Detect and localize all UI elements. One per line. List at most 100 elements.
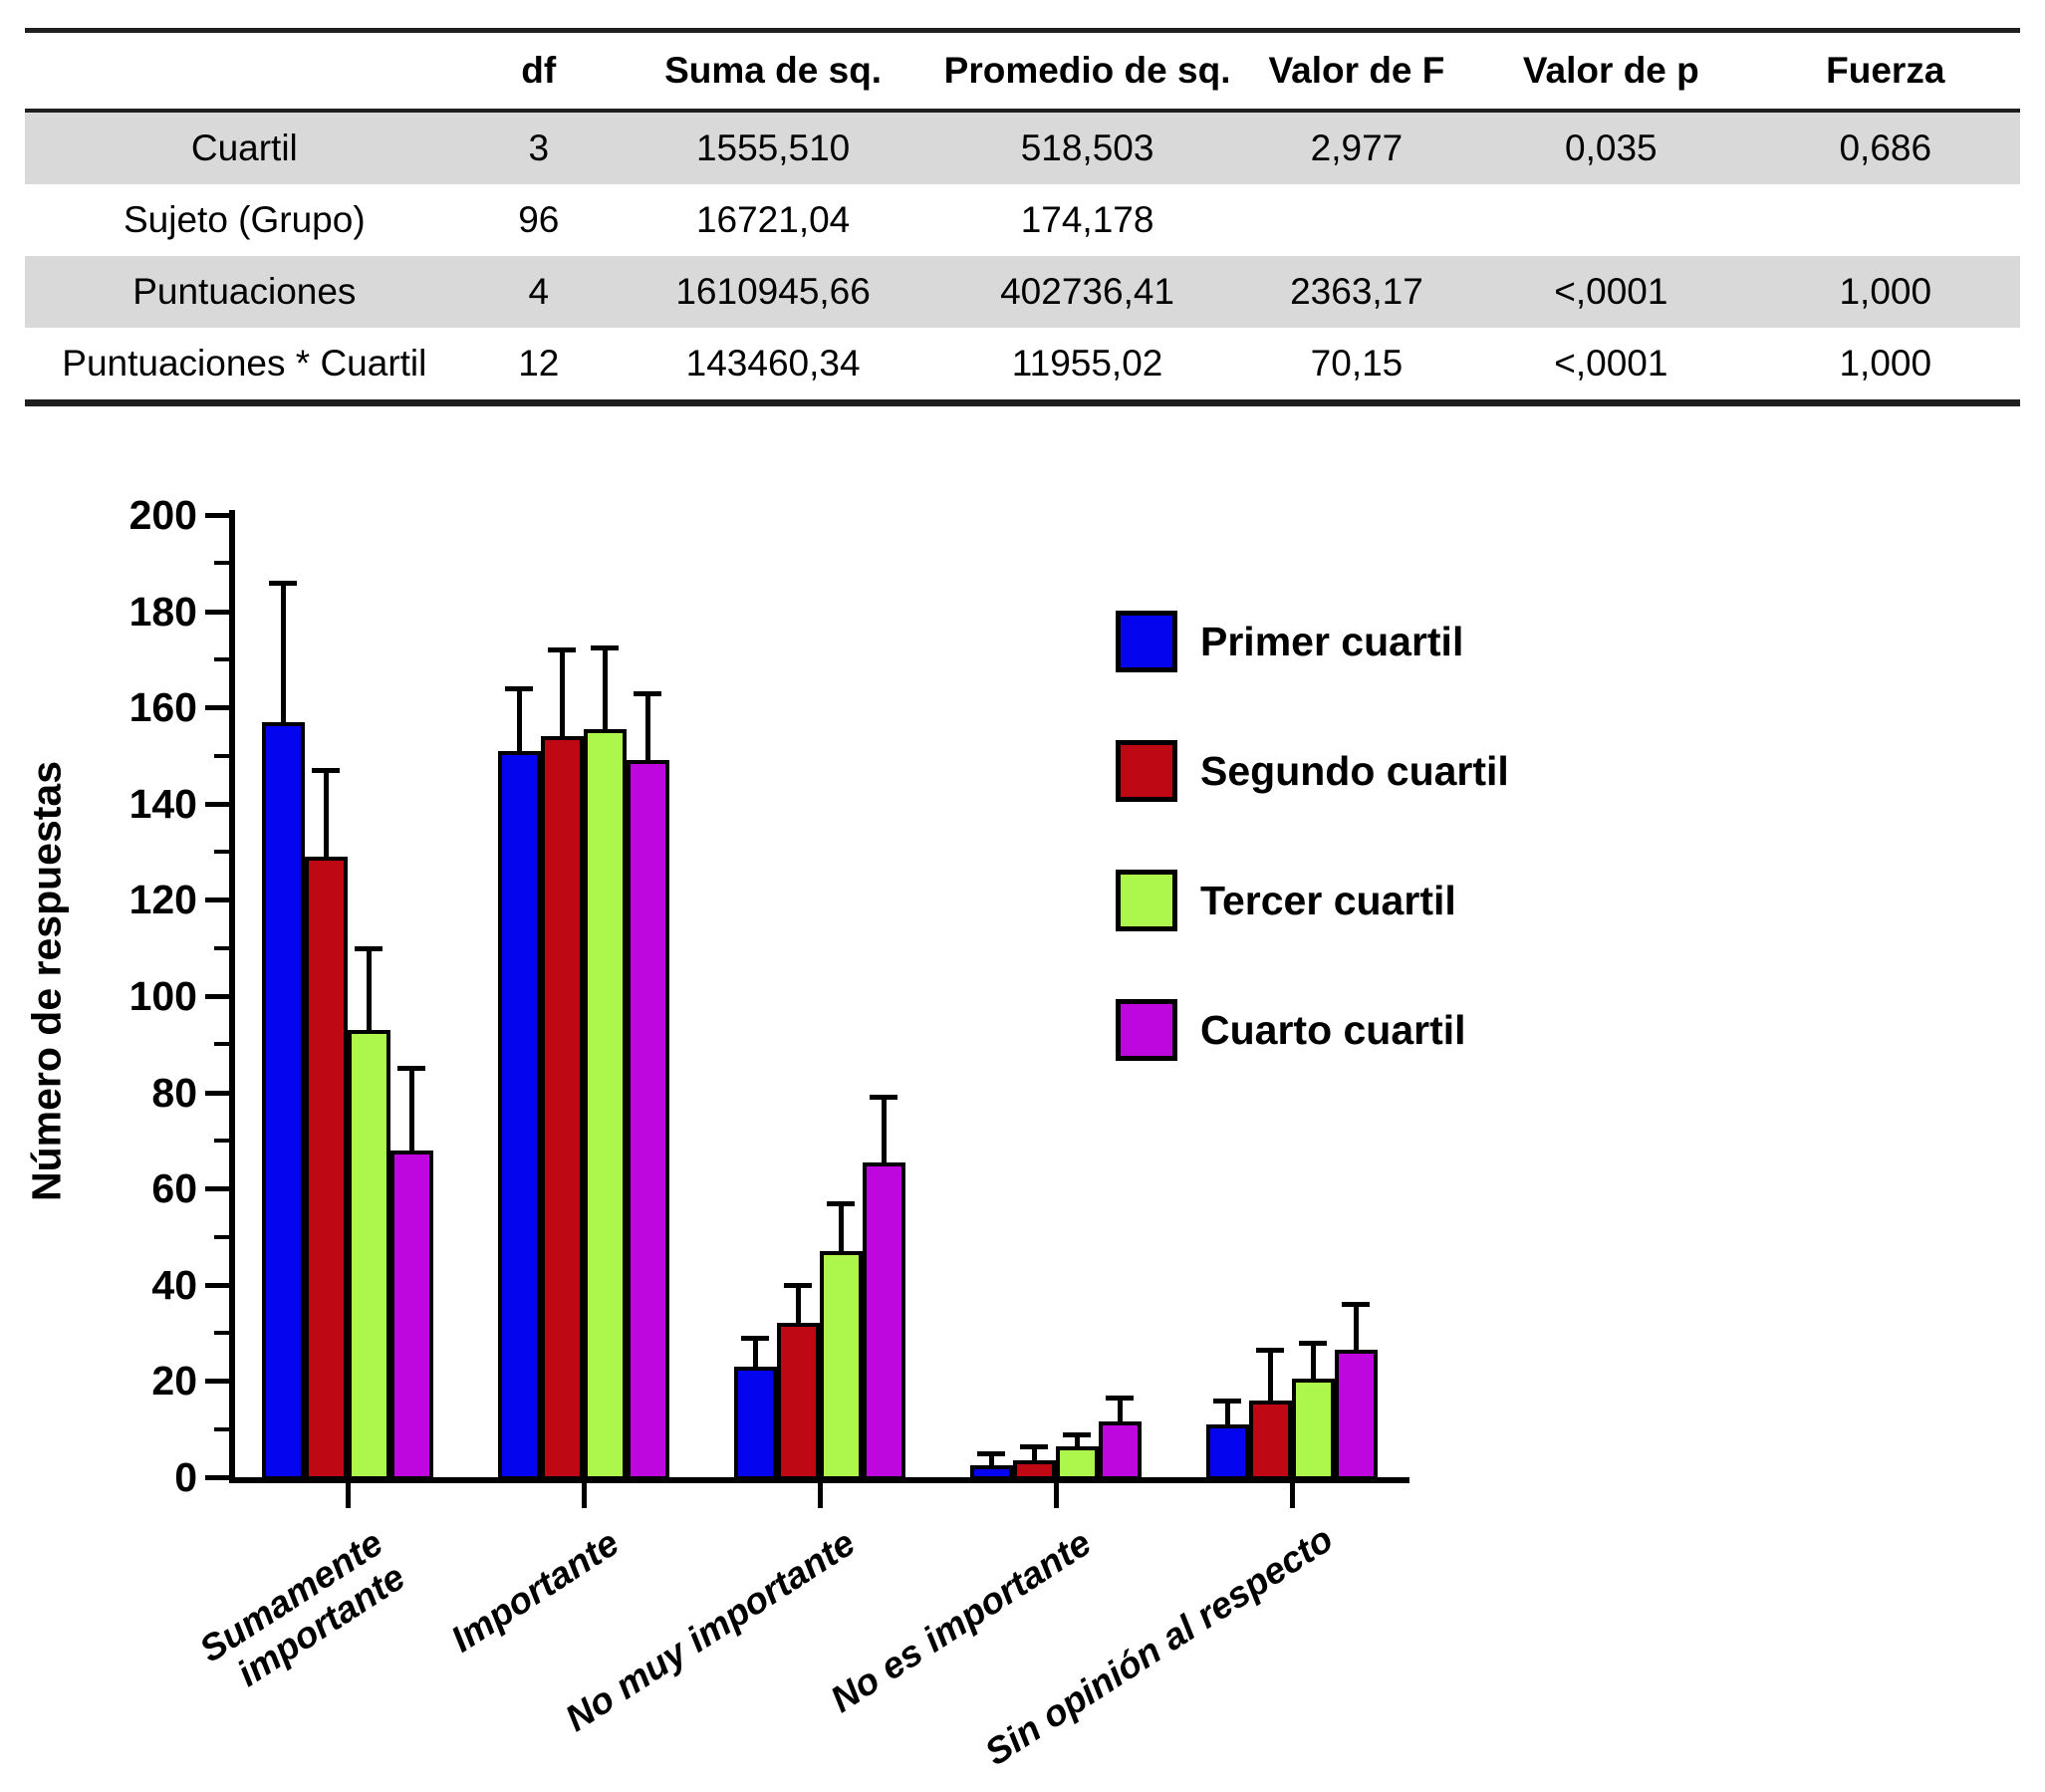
y-minor-tick bbox=[214, 1426, 230, 1431]
column-header: Suma de sq. bbox=[613, 28, 933, 113]
bar-segundo-cuartil bbox=[1012, 1460, 1056, 1480]
error-bar-cap bbox=[548, 647, 576, 653]
y-major-tick bbox=[205, 897, 230, 903]
error-bar-line bbox=[881, 1097, 887, 1162]
column-header: Valor de p bbox=[1471, 28, 1751, 113]
bar-cuarto-cuartil bbox=[862, 1161, 905, 1480]
table-row: Sujeto (Grupo) 96 16721,04 174,178 bbox=[25, 184, 2020, 256]
legend-swatch bbox=[1116, 740, 1177, 802]
cell-value: 0,035 bbox=[1471, 111, 1751, 184]
legend-label: Primer cuartil bbox=[1200, 619, 1464, 664]
error-bar-line bbox=[838, 1202, 844, 1251]
cell-value: 2,977 bbox=[1241, 111, 1472, 184]
error-bar-cap bbox=[1299, 1340, 1327, 1346]
error-bar-cap bbox=[634, 690, 661, 696]
y-minor-tick bbox=[214, 753, 230, 758]
error-bar-line bbox=[988, 1452, 994, 1465]
y-major-tick bbox=[205, 994, 230, 999]
cell-value: 1610945,66 bbox=[613, 256, 933, 328]
error-bar-line bbox=[1031, 1445, 1037, 1461]
bar-segundo-cuartil bbox=[304, 856, 348, 1480]
error-bar-cap bbox=[1256, 1348, 1284, 1353]
cell-value: 96 bbox=[518, 199, 560, 240]
legend-label: Tercer cuartil bbox=[1200, 878, 1456, 923]
legend-label: Segundo cuartil bbox=[1200, 748, 1509, 794]
y-tick-label: 20 bbox=[151, 1358, 197, 1405]
error-bar-line bbox=[323, 769, 329, 857]
error-bar-line bbox=[1224, 1400, 1230, 1424]
error-bar-cap bbox=[505, 685, 533, 691]
y-tick-label: 60 bbox=[151, 1165, 197, 1212]
y-minor-tick bbox=[214, 945, 230, 950]
x-category-label: Sumamente importante bbox=[191, 1522, 412, 1695]
y-tick-label: 80 bbox=[151, 1069, 197, 1116]
y-minor-tick bbox=[214, 1138, 230, 1143]
bar-cuarto-cuartil bbox=[1334, 1350, 1378, 1480]
error-bar-line bbox=[795, 1284, 801, 1324]
cell-value: 3 bbox=[463, 111, 614, 184]
error-bar-cap bbox=[977, 1450, 1005, 1456]
error-bar-line bbox=[516, 687, 522, 751]
y-major-tick bbox=[205, 1475, 230, 1480]
error-bar-line bbox=[408, 1068, 414, 1151]
cell-value: 1,000 bbox=[1750, 328, 2020, 406]
y-tick-label: 160 bbox=[128, 684, 197, 731]
y-major-tick bbox=[205, 1186, 230, 1192]
x-tick bbox=[1053, 1483, 1059, 1508]
y-tick-label: 180 bbox=[128, 588, 197, 635]
row-label: Puntuaciones * Cuartil bbox=[25, 328, 464, 406]
bar-primer-cuartil bbox=[733, 1366, 777, 1480]
column-header: Promedio de sq. bbox=[932, 28, 1242, 113]
y-major-tick bbox=[205, 1282, 230, 1288]
bar-cuarto-cuartil bbox=[626, 760, 669, 1480]
cell-value: 2363,17 bbox=[1241, 256, 1472, 328]
bar-cuarto-cuartil bbox=[389, 1150, 433, 1480]
error-bar-cap bbox=[1342, 1302, 1370, 1308]
bar-primer-cuartil bbox=[497, 750, 541, 1480]
error-bar-line bbox=[602, 646, 608, 729]
error-bar-cap bbox=[397, 1066, 425, 1072]
error-bar-line bbox=[1117, 1398, 1123, 1422]
y-tick-label: 120 bbox=[128, 877, 197, 923]
cell-value: 0,686 bbox=[1750, 111, 2020, 184]
x-tick bbox=[345, 1483, 351, 1508]
error-bar-cap bbox=[1106, 1396, 1134, 1402]
cell-value: 4 bbox=[463, 256, 614, 328]
y-minor-tick bbox=[214, 1234, 230, 1239]
bar-primer-cuartil bbox=[261, 721, 305, 1480]
error-bar-line bbox=[559, 649, 565, 737]
column-header: Fuerza bbox=[1750, 28, 2020, 113]
y-major-tick bbox=[205, 1379, 230, 1385]
y-minor-tick bbox=[214, 561, 230, 566]
cell-value: 70,15 bbox=[1241, 328, 1472, 406]
header-empty bbox=[25, 28, 464, 113]
y-major-tick bbox=[205, 801, 230, 807]
column-header: df bbox=[463, 28, 614, 113]
y-tick-label: 200 bbox=[128, 492, 197, 538]
error-bar-cap bbox=[1063, 1431, 1091, 1437]
bar-tercer-cuartil bbox=[819, 1250, 863, 1480]
legend-swatch bbox=[1116, 999, 1177, 1061]
cell-value: 518,503 bbox=[932, 111, 1242, 184]
error-bar-line bbox=[366, 947, 372, 1030]
error-bar-cap bbox=[870, 1095, 897, 1101]
bar-tercer-cuartil bbox=[1291, 1378, 1335, 1480]
bar-segundo-cuartil bbox=[1248, 1400, 1292, 1480]
cell-value: 11955,02 bbox=[932, 328, 1242, 406]
cell-value: 16721,04 bbox=[695, 199, 851, 240]
y-major-tick bbox=[205, 609, 230, 615]
error-bar-cap bbox=[591, 644, 619, 650]
error-bar-cap bbox=[1213, 1398, 1241, 1404]
y-minor-tick bbox=[214, 850, 230, 855]
cell-value: 12 bbox=[463, 328, 614, 406]
table-row: Puntuaciones * Cuartil 12 143460,34 11955,0… bbox=[25, 328, 2020, 406]
bar-segundo-cuartil bbox=[776, 1323, 820, 1480]
bar-tercer-cuartil bbox=[1055, 1445, 1099, 1480]
error-bar-cap bbox=[784, 1282, 812, 1288]
y-tick-label: 100 bbox=[128, 973, 197, 1019]
bar-cuarto-cuartil bbox=[1098, 1421, 1142, 1480]
error-bar-cap bbox=[355, 945, 383, 951]
y-major-tick bbox=[205, 705, 230, 711]
cell-value: 1555,510 bbox=[613, 111, 933, 184]
